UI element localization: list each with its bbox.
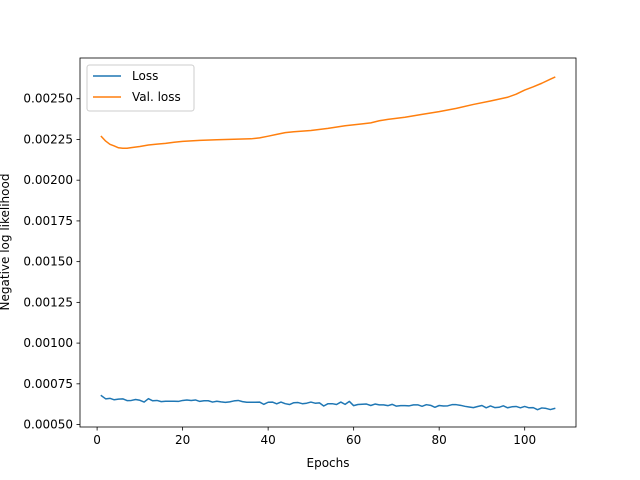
y-tick-label: 0.00150 bbox=[23, 255, 73, 269]
legend: Loss Val. loss bbox=[86, 64, 195, 112]
y-tick-label: 0.00075 bbox=[23, 377, 73, 391]
y-axis-label: Negative log likelihood bbox=[0, 174, 12, 311]
y-tick-label: 0.00225 bbox=[23, 132, 73, 146]
y-tick-label: 0.00100 bbox=[23, 336, 73, 350]
x-axis-label: Epochs bbox=[307, 456, 350, 470]
y-tick-label: 0.00250 bbox=[23, 92, 73, 106]
y-tick-label: 0.00125 bbox=[23, 295, 73, 309]
y-tick-label: 0.00175 bbox=[23, 214, 73, 228]
y-axis: 0.00050 0.00075 0.00100 0.00125 0.00150 0.001… bbox=[23, 92, 80, 432]
series-line-1 bbox=[100, 76, 556, 149]
x-axis: 0 20 40 60 80 100 bbox=[93, 427, 536, 447]
series-lines bbox=[100, 76, 556, 411]
x-tick-label: 60 bbox=[346, 433, 361, 447]
y-tick-label: 0.00200 bbox=[23, 173, 73, 187]
legend-label-0: Loss bbox=[132, 69, 158, 83]
series-line-0 bbox=[100, 394, 556, 411]
x-tick-label: 0 bbox=[93, 433, 101, 447]
x-tick-label: 20 bbox=[175, 433, 190, 447]
y-tick-label: 0.00050 bbox=[23, 418, 73, 432]
legend-label-1: Val. loss bbox=[132, 90, 181, 104]
x-tick-label: 100 bbox=[513, 433, 536, 447]
x-tick-label: 80 bbox=[432, 433, 447, 447]
x-tick-label: 40 bbox=[260, 433, 275, 447]
plot-frame bbox=[79, 57, 577, 428]
